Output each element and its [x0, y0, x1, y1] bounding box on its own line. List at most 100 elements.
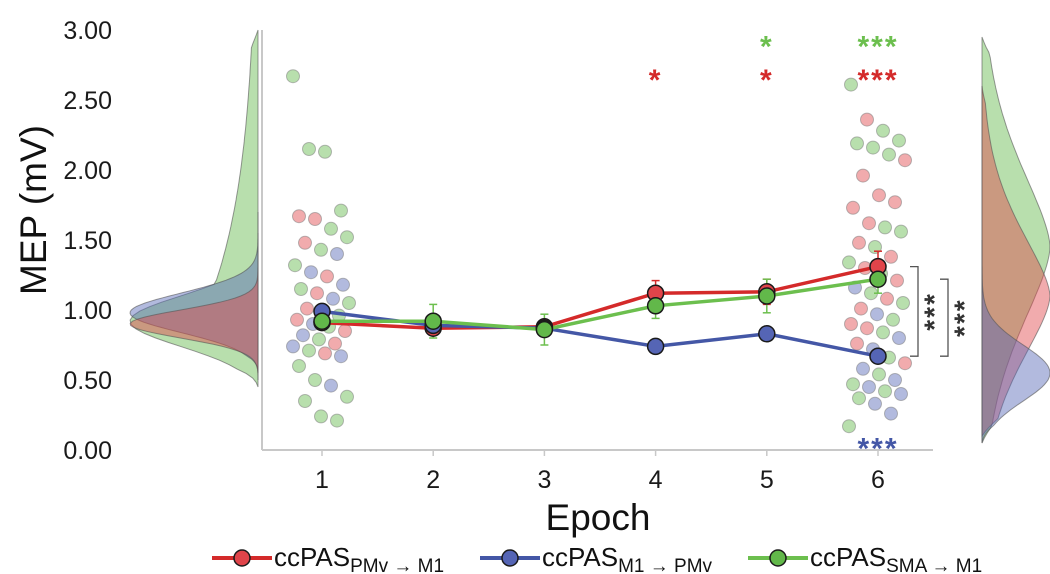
scatter-point-SMA_M1: [314, 242, 328, 257]
legend-item-PMv_M1: ccPASPMv → M1: [212, 542, 444, 574]
scatter-point-PMv_M1: [898, 356, 912, 371]
scatter-point-SMA_M1: [314, 409, 328, 424]
scatter-point-M1_PMv: [286, 339, 300, 354]
bracket-line: [940, 278, 949, 357]
right-distribution-violins: [981, 36, 1050, 444]
scatter-point-M1_PMv: [892, 331, 906, 345]
significance-star: ***: [857, 31, 898, 64]
scatter-point-SMA_M1: [302, 142, 316, 156]
significance-star: *: [760, 31, 774, 64]
significance-star: ***: [857, 432, 898, 465]
scatter-point-SMA_M1: [324, 221, 338, 236]
marker-SMA_M1: [646, 297, 665, 315]
scatter-point-PMv_M1: [318, 346, 332, 361]
y-tick-label: 3.00: [63, 17, 112, 45]
scatter-point-PMv_M1: [310, 286, 324, 301]
bracket-stars: ***: [918, 292, 949, 331]
marker-SMA_M1: [869, 270, 887, 288]
scatter-point-SMA_M1: [298, 394, 312, 408]
y-tick-label: 2.50: [63, 87, 112, 115]
scatter-point-SMA_M1: [294, 282, 308, 296]
x-tick-label: 4: [649, 466, 663, 494]
scatter-point-PMv_M1: [292, 209, 306, 224]
marker-M1_PMv: [869, 347, 887, 365]
scatter-point-SMA_M1: [340, 230, 354, 245]
marker-M1_PMv: [646, 337, 665, 356]
legend-label-subscript: PMv → M1: [350, 556, 444, 574]
scatter-point-M1_PMv: [334, 349, 348, 364]
y-tick-label: 0.00: [63, 437, 112, 465]
scatter-point-PMv_M1: [862, 216, 876, 231]
bracket-line: [910, 265, 919, 357]
bracket-stars: ***: [948, 298, 979, 337]
y-tick-label: 0.50: [63, 367, 112, 395]
scatter-point-PMv_M1: [888, 195, 902, 210]
marker-SMA_M1: [313, 312, 331, 330]
scatter-point-PMv_M1: [308, 212, 322, 226]
scatter-point-SMA_M1: [312, 332, 326, 347]
scatter-point-PMv_M1: [898, 153, 912, 168]
legend-label-prefix: ccPAS: [274, 542, 350, 572]
legend-item-SMA_M1: ccPASSMA → M1: [748, 542, 982, 574]
y-tick-label: 2.00: [63, 157, 112, 185]
scatter-point-PMv_M1: [856, 168, 870, 183]
scatter-point-SMA_M1: [866, 140, 880, 155]
scatter-point-SMA_M1: [868, 240, 882, 254]
scatter-point-PMv_M1: [860, 321, 874, 336]
y-tick-label: 1.00: [63, 297, 112, 325]
scatter-point-M1_PMv: [304, 265, 318, 280]
significance-brackets: *** ***: [910, 265, 979, 357]
scatter-point-PMv_M1: [872, 188, 886, 203]
scatter-point-M1_PMv: [870, 307, 884, 322]
series-line-SMA_M1: [322, 277, 879, 332]
significance-star: *: [649, 64, 663, 97]
violin-M1_PMv: [129, 233, 259, 374]
legend-marker: [501, 549, 519, 567]
legend-label: ccPASPMv → M1: [274, 542, 444, 574]
scatter-point-PMv_M1: [328, 336, 342, 351]
scatter-point-SMA_M1: [876, 325, 890, 340]
x-tick-label: 2: [426, 466, 440, 494]
legend: ccPASPMv → M1 ccPASM1 → PMv ccPASSMA → M1: [212, 542, 982, 574]
axes: [261, 30, 933, 451]
scatter-point-SMA_M1: [342, 296, 356, 310]
scatter-point-M1_PMv: [336, 277, 350, 292]
scatter-point-SMA_M1: [872, 367, 886, 382]
scatter-point-SMA_M1: [846, 377, 860, 392]
scatter-point-M1_PMv: [894, 387, 908, 401]
series-lines: [321, 264, 879, 358]
violin-PMv_M1: [129, 212, 259, 380]
marker-SMA_M1: [758, 287, 776, 305]
scatter-point-SMA_M1: [892, 133, 906, 148]
scatter-point-PMv_M1: [338, 324, 352, 338]
left-distribution-violins: [129, 29, 259, 388]
scatter-point-M1_PMv: [324, 378, 338, 393]
scatter-point-PMv_M1: [320, 269, 334, 284]
legend-label: ccPASM1 → PMv: [542, 542, 713, 574]
y-tick-labels: 0.00 0.50 1.00 1.50 2.00 2.50 3.00: [63, 17, 112, 465]
scatter-point-M1_PMv: [296, 328, 310, 343]
scatter-point-PMv_M1: [884, 249, 898, 264]
scatter-point-PMv_M1: [850, 336, 864, 351]
significance-star: *: [760, 64, 774, 97]
scatter-point-SMA_M1: [302, 343, 316, 358]
legend-label-prefix: ccPAS: [542, 542, 618, 572]
scatter-point-M1_PMv: [862, 380, 876, 394]
x-tick-label: 1: [315, 466, 329, 494]
legend-label: ccPASSMA → M1: [810, 542, 982, 574]
legend-label-subscript: M1 → PMv: [618, 556, 712, 574]
scatter-point-PMv_M1: [298, 235, 312, 250]
legend-label-prefix: ccPAS: [810, 542, 886, 572]
scatter-point-SMA_M1: [292, 359, 306, 373]
significance-star: ***: [857, 64, 898, 97]
scatter-point-PMv_M1: [844, 317, 858, 331]
scatter-point-SMA_M1: [842, 419, 856, 434]
scatter-point-PMv_M1: [846, 200, 860, 215]
scatter-point-M1_PMv: [888, 373, 902, 387]
scatter-point-PMv_M1: [300, 301, 314, 316]
legend-item-M1_PMv: ccPASM1 → PMv: [480, 542, 713, 574]
scatter-point-PMv_M1: [290, 312, 304, 327]
scatter-point-SMA_M1: [894, 224, 908, 239]
marker-SMA_M1: [535, 320, 554, 339]
